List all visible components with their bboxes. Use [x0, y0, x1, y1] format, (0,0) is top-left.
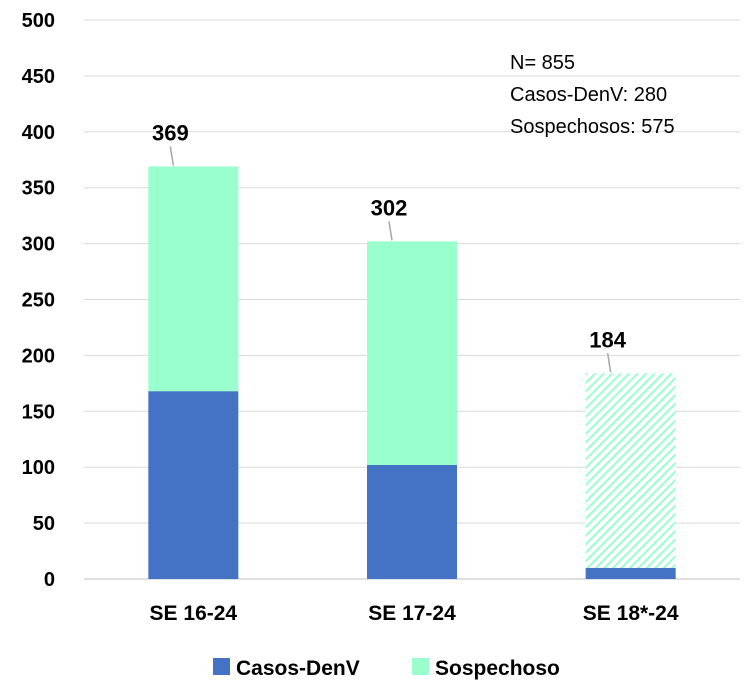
- y-tick-label: 450: [22, 66, 55, 88]
- legend-swatch-casos: [213, 658, 230, 675]
- y-tick-label: 150: [22, 401, 55, 423]
- y-tick-label: 500: [22, 10, 55, 32]
- leader-line: [169, 146, 175, 166]
- leader-line: [606, 353, 612, 373]
- y-tick-label: 300: [22, 234, 55, 256]
- x-axis-categories: SE 16-24 SE 17-24 SE 18*-24: [150, 602, 679, 625]
- legend-swatch-sospechoso: [412, 658, 429, 675]
- leader-line: [388, 221, 393, 241]
- legend-label-casos: Casos-DenV: [236, 657, 360, 680]
- y-tick-label: 400: [22, 122, 55, 144]
- y-tick-label: 250: [22, 290, 55, 312]
- bars: [148, 166, 676, 579]
- bar-segment-casos-denv: [367, 464, 457, 579]
- total-labels: 369 302 184: [152, 120, 627, 373]
- y-tick-label: 200: [22, 345, 55, 367]
- category-label: SE 18*-24: [583, 602, 679, 625]
- bar-segment-sospechoso: [367, 241, 457, 465]
- bar-segment-casos-denv: [585, 567, 676, 579]
- y-tick-label: 350: [22, 178, 55, 200]
- total-label: 184: [589, 327, 626, 352]
- bar-segment-sospechoso: [148, 166, 239, 392]
- annotation-n: N= 855: [510, 52, 575, 74]
- category-label: SE 17-24: [368, 602, 456, 625]
- y-axis-ticks: 0 50 100 150 200 250 300 350 400 450 500: [22, 10, 55, 591]
- category-label: SE 16-24: [150, 602, 238, 625]
- y-tick-label: 50: [33, 513, 55, 535]
- y-tick-label: 0: [44, 569, 55, 591]
- annotation-sospechosos: Sospechosos: 575: [510, 116, 675, 138]
- bar-segment-sospechoso: [585, 373, 676, 568]
- bar-segment-casos-denv: [148, 391, 239, 579]
- legend-label-sospechoso: Sospechoso: [435, 657, 560, 680]
- total-label: 302: [371, 195, 408, 220]
- y-tick-label: 100: [22, 457, 55, 479]
- legend: Casos-DenV Sospechoso: [213, 657, 560, 680]
- summary-annotation: N= 855 Casos-DenV: 280 Sospechosos: 575: [510, 52, 675, 138]
- total-label: 369: [152, 120, 189, 145]
- annotation-casos: Casos-DenV: 280: [510, 84, 667, 106]
